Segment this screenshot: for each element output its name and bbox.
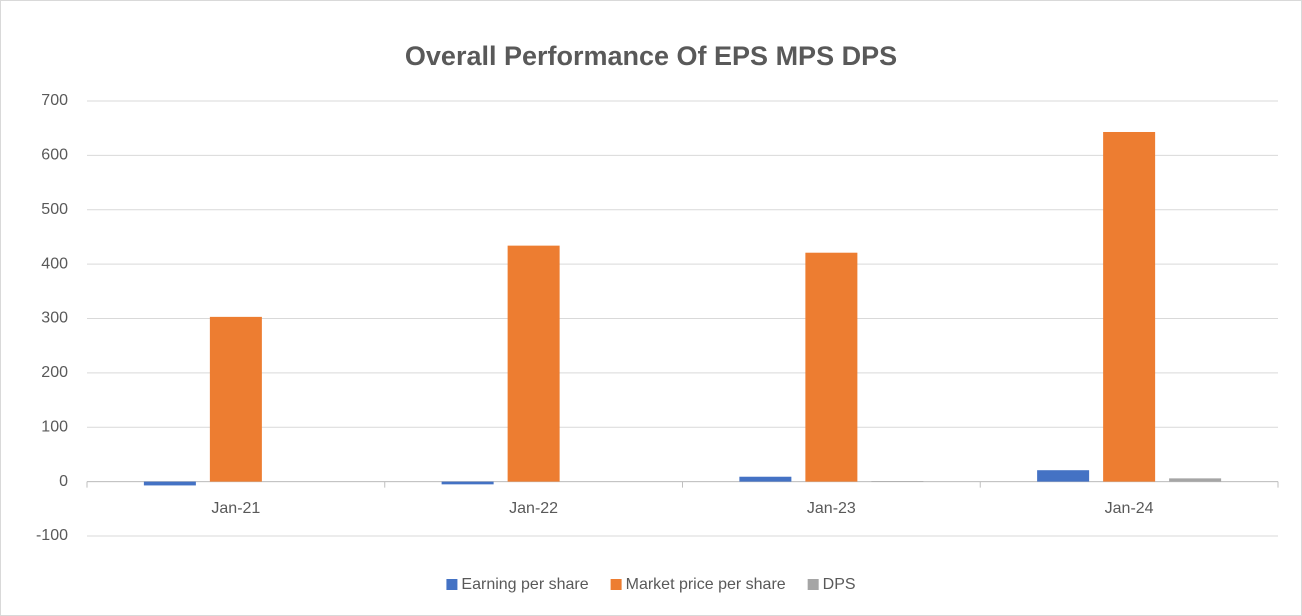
y-tick-label: 400 [41, 255, 68, 272]
legend-swatch [446, 579, 458, 590]
bar [209, 316, 262, 482]
legend-swatch [807, 579, 819, 590]
bar [1037, 470, 1090, 482]
bar [143, 481, 196, 486]
y-tick-label: 0 [59, 473, 68, 490]
bar [441, 481, 494, 485]
y-tick-label: 600 [41, 147, 68, 164]
x-tick-label: Jan-21 [211, 500, 260, 517]
legend-label: DPS [823, 576, 856, 593]
x-tick-label: Jan-24 [1105, 500, 1154, 517]
bar [739, 476, 792, 482]
y-tick-label: 700 [41, 92, 68, 109]
x-tick-label: Jan-23 [807, 500, 856, 517]
y-tick-label: 100 [41, 418, 68, 435]
legend-label: Market price per share [626, 576, 786, 593]
y-tick-label: -100 [36, 527, 68, 544]
bar [871, 481, 924, 482]
y-tick-label: 300 [41, 310, 68, 327]
bar [1103, 131, 1156, 482]
y-tick-label: 200 [41, 364, 68, 381]
chart-title: Overall Performance Of EPS MPS DPS [405, 41, 897, 71]
bar [1169, 478, 1222, 482]
bar [507, 245, 560, 482]
x-tick-label: Jan-22 [509, 500, 558, 517]
legend-swatch [610, 579, 622, 590]
y-tick-label: 500 [41, 201, 68, 218]
bar [805, 252, 858, 482]
legend-label: Earning per share [461, 576, 588, 593]
